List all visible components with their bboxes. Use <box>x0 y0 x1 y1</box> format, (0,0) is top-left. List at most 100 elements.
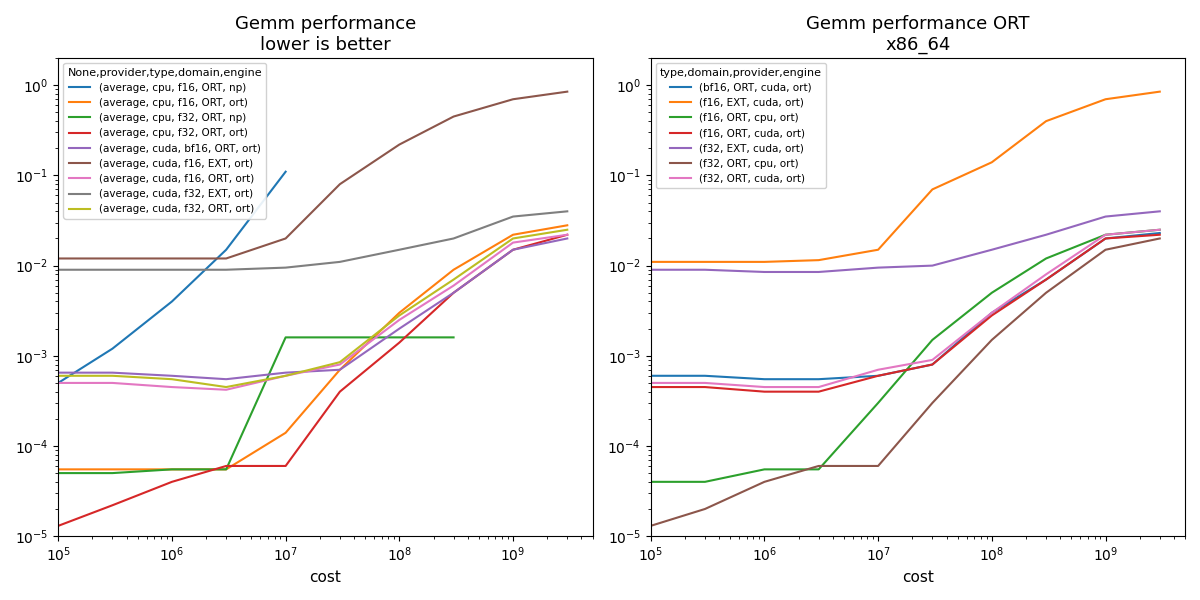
(f16, ORT, cpu, ort) <box>1152 226 1166 233</box>
(f32, EXT, cuda, ort) <box>643 266 658 274</box>
Line: (average, cpu, f32, ORT, np): (average, cpu, f32, ORT, np) <box>59 337 454 473</box>
(average, cpu, f32, ORT, ort) <box>392 339 407 346</box>
(bf16, ORT, cuda, ort) <box>757 376 772 383</box>
(average, cuda, f16, EXT, ort) <box>506 95 521 103</box>
(f32, EXT, cuda, ort) <box>757 268 772 275</box>
(average, cuda, f32, EXT, ort) <box>278 264 293 271</box>
(f32, ORT, cuda, ort) <box>1098 231 1112 238</box>
(average, cpu, f16, ORT, np) <box>52 379 66 386</box>
(average, cuda, bf16, ORT, ort) <box>278 369 293 376</box>
(f32, EXT, cuda, ort) <box>1098 213 1112 220</box>
(f16, EXT, cuda, ort) <box>757 258 772 265</box>
Title: Gemm performance
lower is better: Gemm performance lower is better <box>235 15 416 54</box>
(f16, ORT, cpu, ort) <box>985 289 1000 296</box>
(bf16, ORT, cuda, ort) <box>985 309 1000 316</box>
(average, cuda, f32, ORT, ort) <box>106 372 120 379</box>
(f16, ORT, cuda, ort) <box>697 383 712 391</box>
Line: (average, cpu, f32, ORT, ort): (average, cpu, f32, ORT, ort) <box>59 235 568 526</box>
(average, cpu, f32, ORT, ort) <box>446 289 461 296</box>
(average, cuda, bf16, ORT, ort) <box>218 376 233 383</box>
(average, cpu, f16, ORT, np) <box>218 246 233 253</box>
(f32, ORT, cpu, ort) <box>643 522 658 529</box>
(average, cuda, bf16, ORT, ort) <box>332 366 347 373</box>
(f32, ORT, cuda, ort) <box>871 366 886 373</box>
(f16, EXT, cuda, ort) <box>985 158 1000 166</box>
(f16, ORT, cpu, ort) <box>811 466 826 473</box>
(f32, EXT, cuda, ort) <box>1152 208 1166 215</box>
(average, cuda, f16, ORT, ort) <box>392 316 407 323</box>
(average, cpu, f32, ORT, ort) <box>560 231 575 238</box>
(average, cpu, f32, ORT, np) <box>164 466 179 473</box>
(average, cuda, f16, ORT, ort) <box>106 379 120 386</box>
(f16, EXT, cuda, ort) <box>1098 95 1112 103</box>
(f32, ORT, cuda, ort) <box>925 356 940 364</box>
(f16, ORT, cuda, ort) <box>925 361 940 368</box>
(f16, ORT, cpu, ort) <box>757 466 772 473</box>
Legend: (average, cpu, f16, ORT, np), (average, cpu, f16, ORT, ort), (average, cpu, f32,: (average, cpu, f16, ORT, np), (average, … <box>64 64 266 218</box>
(average, cuda, f32, ORT, ort) <box>506 235 521 242</box>
Line: (f32, EXT, cuda, ort): (f32, EXT, cuda, ort) <box>650 211 1159 272</box>
(f32, EXT, cuda, ort) <box>925 262 940 269</box>
(average, cuda, f16, EXT, ort) <box>446 113 461 120</box>
(average, cuda, f32, ORT, ort) <box>218 383 233 391</box>
(f32, ORT, cpu, ort) <box>811 463 826 470</box>
Line: (f32, ORT, cpu, ort): (f32, ORT, cpu, ort) <box>650 238 1159 526</box>
(average, cuda, f32, ORT, ort) <box>332 359 347 366</box>
(bf16, ORT, cuda, ort) <box>871 372 886 379</box>
(f32, ORT, cuda, ort) <box>1152 226 1166 233</box>
(average, cpu, f32, ORT, np) <box>332 334 347 341</box>
X-axis label: cost: cost <box>310 570 341 585</box>
(average, cuda, f16, EXT, ort) <box>164 255 179 262</box>
(average, cuda, f16, ORT, ort) <box>446 282 461 289</box>
(bf16, ORT, cuda, ort) <box>1098 235 1112 242</box>
(average, cuda, f32, ORT, ort) <box>164 376 179 383</box>
(average, cpu, f32, ORT, ort) <box>106 502 120 509</box>
Title: Gemm performance ORT
x86_64: Gemm performance ORT x86_64 <box>806 15 1030 54</box>
(f16, ORT, cpu, ort) <box>643 478 658 485</box>
Line: (average, cuda, f16, ORT, ort): (average, cuda, f16, ORT, ort) <box>59 235 568 390</box>
(bf16, ORT, cuda, ort) <box>697 372 712 379</box>
(f32, EXT, cuda, ort) <box>697 266 712 274</box>
(average, cpu, f16, ORT, ort) <box>278 429 293 436</box>
Legend: (bf16, ORT, cuda, ort), (f16, EXT, cuda, ort), (f16, ORT, cpu, ort), (f16, ORT, : (bf16, ORT, cuda, ort), (f16, EXT, cuda,… <box>656 64 827 188</box>
Line: (average, cuda, f32, EXT, ort): (average, cuda, f32, EXT, ort) <box>59 211 568 270</box>
(average, cpu, f16, ORT, ort) <box>52 466 66 473</box>
(f16, EXT, cuda, ort) <box>925 186 940 193</box>
(average, cpu, f16, ORT, ort) <box>106 466 120 473</box>
(f32, ORT, cuda, ort) <box>811 383 826 391</box>
(average, cuda, bf16, ORT, ort) <box>52 369 66 376</box>
(bf16, ORT, cuda, ort) <box>925 361 940 368</box>
Line: (average, cpu, f16, ORT, ort): (average, cpu, f16, ORT, ort) <box>59 225 568 469</box>
(average, cuda, bf16, ORT, ort) <box>164 372 179 379</box>
Line: (average, cuda, bf16, ORT, ort): (average, cuda, bf16, ORT, ort) <box>59 238 568 379</box>
(average, cpu, f16, ORT, ort) <box>560 221 575 229</box>
(average, cpu, f32, ORT, np) <box>52 469 66 476</box>
(average, cuda, f32, EXT, ort) <box>218 266 233 274</box>
(average, cuda, f32, ORT, ort) <box>52 372 66 379</box>
(average, cpu, f16, ORT, np) <box>278 168 293 175</box>
(f16, ORT, cuda, ort) <box>643 383 658 391</box>
(average, cpu, f16, ORT, ort) <box>392 309 407 316</box>
(average, cpu, f16, ORT, ort) <box>506 231 521 238</box>
(f16, ORT, cuda, ort) <box>757 388 772 395</box>
(average, cuda, f16, EXT, ort) <box>332 181 347 188</box>
(average, cuda, f16, EXT, ort) <box>52 255 66 262</box>
(average, cpu, f16, ORT, ort) <box>446 266 461 274</box>
(f16, EXT, cuda, ort) <box>871 246 886 253</box>
(f32, ORT, cpu, ort) <box>1039 289 1054 296</box>
(average, cuda, f16, ORT, ort) <box>560 231 575 238</box>
(f32, ORT, cpu, ort) <box>697 505 712 512</box>
(f16, ORT, cpu, ort) <box>1098 231 1112 238</box>
(average, cpu, f32, ORT, ort) <box>278 463 293 470</box>
(average, cpu, f32, ORT, np) <box>106 469 120 476</box>
(average, cuda, f32, EXT, ort) <box>332 258 347 265</box>
(f16, ORT, cuda, ort) <box>811 388 826 395</box>
X-axis label: cost: cost <box>902 570 934 585</box>
(f32, ORT, cpu, ort) <box>1152 235 1166 242</box>
(average, cuda, f16, ORT, ort) <box>278 372 293 379</box>
(average, cuda, bf16, ORT, ort) <box>446 289 461 296</box>
(average, cuda, f32, EXT, ort) <box>560 208 575 215</box>
(average, cuda, f32, ORT, ort) <box>392 312 407 319</box>
(f32, ORT, cpu, ort) <box>1098 246 1112 253</box>
(f32, EXT, cuda, ort) <box>1039 231 1054 238</box>
